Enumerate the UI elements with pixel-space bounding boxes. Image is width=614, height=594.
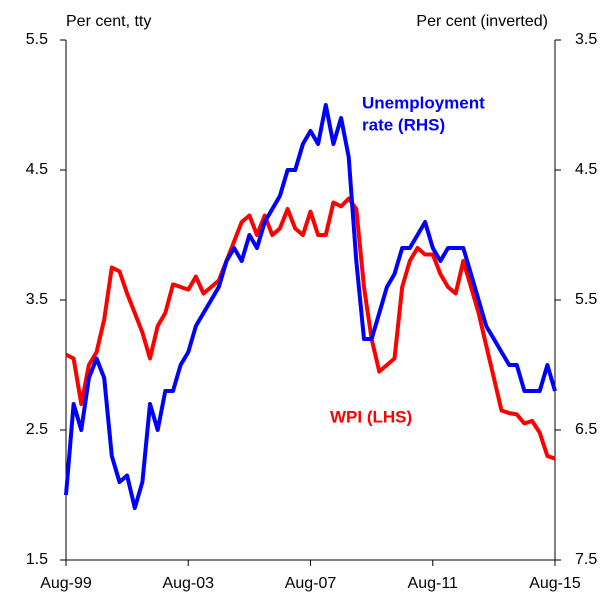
line-series: [65, 196, 556, 461]
y2-axis-label: Per cent (inverted): [416, 13, 548, 30]
y-tick-label: 3.5: [26, 291, 48, 308]
y2-tick-label: 3.5: [575, 31, 597, 48]
x-tick-label: Aug-15: [529, 575, 581, 592]
y-tick-label: 2.5: [26, 421, 48, 438]
y-axis-label: Per cent, tty: [66, 13, 151, 30]
x-tick-label: Aug-03: [162, 575, 214, 592]
annotation: rate (RHS): [362, 115, 445, 134]
x-tick-label: Aug-99: [40, 575, 92, 592]
y2-tick-label: 6.5: [575, 421, 597, 438]
annotation: WPI (LHS): [330, 407, 412, 426]
y2-tick-label: 7.5: [575, 551, 597, 568]
y-tick-label: 5.5: [26, 31, 48, 48]
annotation: Unemployment: [362, 93, 485, 112]
x-tick-label: Aug-11: [408, 575, 459, 592]
x-tick-label: Aug-07: [285, 575, 337, 592]
y2-tick-label: 4.5: [575, 161, 597, 178]
y2-tick-label: 5.5: [575, 291, 597, 308]
y-tick-label: 1.5: [26, 551, 48, 568]
line-series: [64, 103, 557, 510]
y-tick-label: 4.5: [26, 161, 48, 178]
